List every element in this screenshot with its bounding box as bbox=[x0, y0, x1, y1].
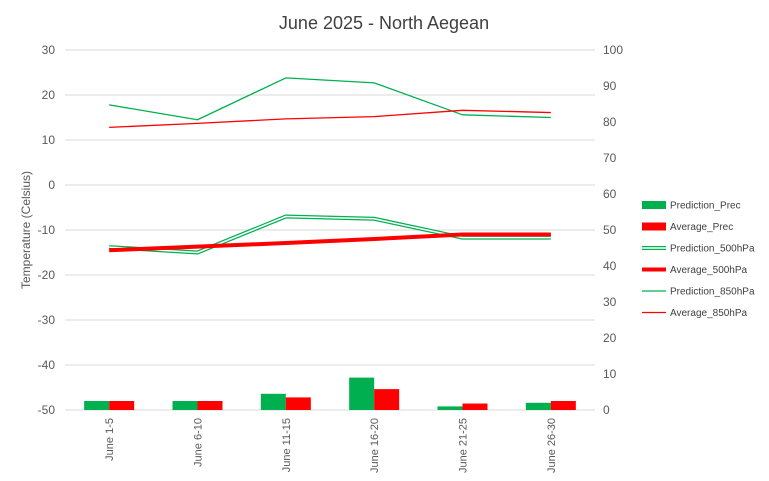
bar bbox=[285, 397, 311, 410]
bar bbox=[550, 401, 576, 410]
y2-tick-label: 10 bbox=[603, 367, 617, 381]
legend-swatch bbox=[642, 222, 666, 231]
legend-label: Prediction_850hPa bbox=[670, 287, 755, 298]
chart-title: June 2025 - North Aegean bbox=[279, 13, 489, 33]
legend-label: Prediction_Prec bbox=[670, 201, 741, 212]
y-tick-label: -50 bbox=[38, 403, 56, 417]
y-tick-label: 30 bbox=[42, 43, 56, 57]
category-axis-labels: June 1-5 June 6-10 June 11-15 June 16-20 Jun… bbox=[104, 418, 558, 473]
series-line bbox=[109, 232, 551, 253]
y-tick-label: -30 bbox=[38, 313, 56, 327]
y2-tick-label: 30 bbox=[603, 295, 617, 309]
bar bbox=[172, 401, 198, 410]
y2-tick-label: 70 bbox=[603, 151, 617, 165]
legend-label: Average_500hPa bbox=[670, 265, 748, 276]
y2-tick-label: 90 bbox=[603, 79, 617, 93]
y-tick-label: 20 bbox=[42, 88, 56, 102]
line-series bbox=[109, 77, 551, 255]
category-label: June 26-30 bbox=[546, 418, 558, 473]
y-tick-label: 0 bbox=[48, 178, 55, 192]
y-axis-title: Temperature (Celsius) bbox=[19, 171, 33, 289]
bar bbox=[197, 401, 223, 410]
y2-tick-label: 80 bbox=[603, 115, 617, 129]
bar bbox=[462, 403, 488, 410]
bar bbox=[525, 402, 551, 410]
y2-tick-label: 100 bbox=[603, 43, 623, 57]
gridlines bbox=[65, 49, 595, 411]
bar bbox=[84, 401, 110, 410]
y2-tick-label: 0 bbox=[603, 403, 610, 417]
bar bbox=[349, 377, 375, 410]
category-label: June 11-15 bbox=[281, 418, 293, 472]
y2-tick-label: 50 bbox=[603, 223, 617, 237]
bar bbox=[109, 401, 135, 410]
series-line-inner bbox=[109, 215, 551, 254]
bar-series bbox=[84, 377, 576, 410]
y-tick-label: -10 bbox=[38, 223, 56, 237]
category-label: June 16-20 bbox=[369, 418, 381, 473]
y2-tick-label: 60 bbox=[603, 187, 617, 201]
y2-tick-label: 40 bbox=[603, 259, 617, 273]
bar bbox=[260, 393, 286, 410]
legend-label: Average_850hPa bbox=[670, 308, 748, 319]
left-axis-ticks: 30 20 10 0 -10 -20 -30 -40 -50 bbox=[38, 43, 56, 417]
y-tick-label: 10 bbox=[42, 133, 56, 147]
bar bbox=[437, 406, 463, 410]
legend-label: Average_Prec bbox=[670, 222, 733, 233]
legend-label: Prediction_500hPa bbox=[670, 244, 755, 255]
legend-swatch bbox=[642, 201, 666, 209]
y2-tick-label: 20 bbox=[603, 331, 617, 345]
series-line bbox=[109, 109, 551, 129]
bar bbox=[374, 389, 400, 410]
category-label: June 6-10 bbox=[193, 418, 205, 467]
y-tick-label: -20 bbox=[38, 268, 56, 282]
series-line bbox=[109, 77, 551, 121]
legend: Prediction_Prec Average_Prec Prediction_50… bbox=[642, 201, 755, 319]
y-tick-label: -40 bbox=[38, 358, 56, 372]
category-label: June 21-25 bbox=[458, 418, 470, 473]
category-label: June 1-5 bbox=[104, 418, 116, 461]
